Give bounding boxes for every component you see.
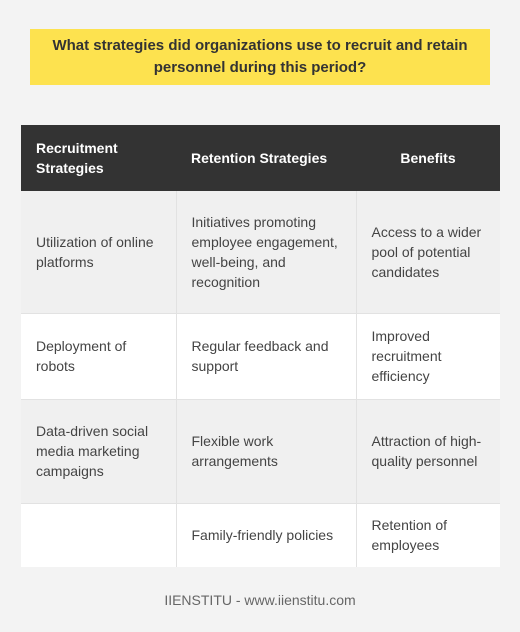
table-cell: Regular feedback and support (176, 313, 357, 400)
table-cell: Initiatives promoting employee engagemen… (176, 191, 357, 314)
table-cell: Improved recruitment efficiency (356, 313, 500, 400)
table-row: Deployment of robots Regular feedback an… (21, 313, 500, 400)
table-cell: Utilization of online platforms (21, 191, 177, 314)
header-retention: Retention Strategies (176, 125, 356, 191)
table-cell: Access to a wider pool of potential cand… (356, 191, 500, 314)
question-banner: What strategies did organizations use to… (30, 29, 490, 85)
table-cell (21, 503, 177, 567)
footer-credit: IIENSTITU - www.iienstitu.com (164, 592, 356, 608)
strategies-table: Recruitment Strategies Retention Strateg… (21, 125, 500, 567)
table-row: Family-friendly policies Retention of em… (21, 503, 500, 567)
table-row: Data-driven social media marketing campa… (21, 399, 500, 504)
table-cell: Attraction of high-quality personnel (356, 399, 500, 504)
table-cell: Retention of employees (356, 503, 500, 567)
table-cell: Deployment of robots (21, 313, 177, 400)
table-header-row: Recruitment Strategies Retention Strateg… (21, 125, 500, 191)
table-cell: Family-friendly policies (176, 503, 357, 567)
table-row: Utilization of online platforms Initiati… (21, 191, 500, 314)
header-benefits: Benefits (356, 125, 500, 191)
question-text: What strategies did organizations use to… (52, 37, 468, 76)
table-cell: Data-driven social media marketing campa… (21, 399, 177, 504)
header-recruitment: Recruitment Strategies (21, 125, 176, 191)
table-cell: Flexible work arrangements (176, 399, 357, 504)
